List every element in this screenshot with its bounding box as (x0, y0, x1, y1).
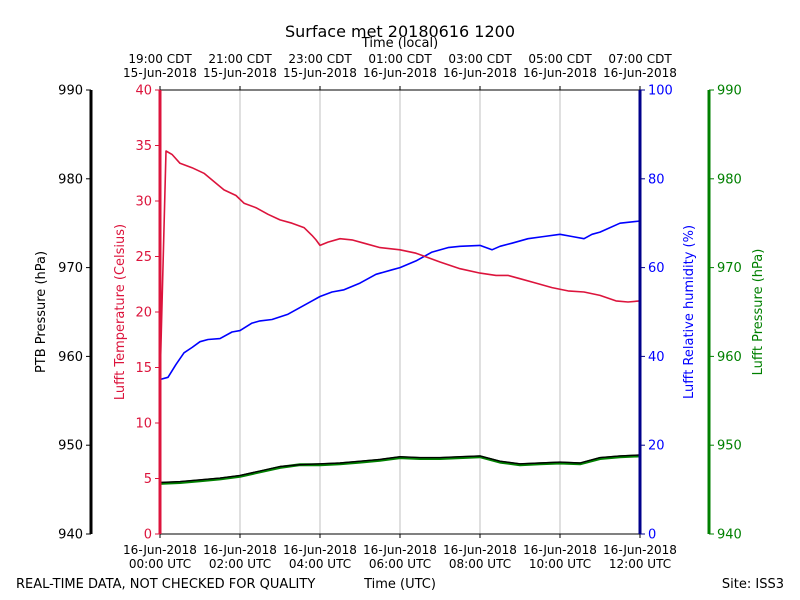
lufft-temperature-line (159, 150, 641, 382)
bottom-tick-label: 16-Jun-2018 (603, 543, 677, 557)
bottom-tick-label: 16-Jun-2018 (123, 543, 197, 557)
lufft-relative-humidity-line (159, 220, 641, 381)
top-tick-label: 03:00 CDT (448, 52, 512, 66)
bottom-tick-label: 06:00 UTC (369, 557, 431, 571)
humidity-axis-label: Lufft Relative humidity (%) (682, 225, 697, 399)
top-tick-label: 23:00 CDT (288, 52, 352, 66)
top-tick-label: 16-Jun-2018 (443, 66, 517, 80)
temperature-tick-label: 30 (135, 195, 152, 210)
bottom-tick-label: 16-Jun-2018 (203, 543, 277, 557)
lufft_pressure-tick-label: 960 (717, 350, 742, 365)
lufft_pressure-tick-label: 990 (717, 84, 742, 99)
lufft_pressure-tick-label: 940 (717, 528, 742, 543)
temperature-tick-label: 0 (144, 528, 152, 543)
humidity-axis: Lufft Relative humidity (%) 0 20 40 60 80 100 (640, 84, 697, 543)
bottom-tick-label: 02:00 UTC (209, 557, 271, 571)
humidity-tick-label: 80 (648, 172, 665, 187)
bottom-tick-label: 12:00 UTC (609, 557, 671, 571)
top-tick-label: 07:00 CDT (608, 52, 672, 66)
ptb_pressure-tick-label: 980 (58, 172, 83, 187)
top-tick-label: 19:00 CDT (128, 52, 192, 66)
temperature-tick-label: 15 (135, 361, 152, 376)
temperature-tick-label: 5 (144, 472, 152, 487)
ptb_pressure-tick-label: 990 (58, 84, 83, 99)
lufft-pressure-line (159, 454, 641, 485)
ptb_pressure-tick-label: 970 (58, 261, 83, 276)
top-tick-label: 16-Jun-2018 (603, 66, 677, 80)
top-tick-label: 21:00 CDT (208, 52, 272, 66)
top-tick-label: 16-Jun-2018 (523, 66, 597, 80)
bottom-tick-label: 10:00 UTC (529, 557, 591, 571)
top-tick-label: 15-Jun-2018 (203, 66, 277, 80)
chart-title: Surface met 20180616 1200 (285, 22, 515, 41)
top-axis-label: Time (local) (361, 36, 438, 51)
bottom-tick-label: 16-Jun-2018 (443, 543, 517, 557)
temperature-tick-label: 35 (135, 139, 152, 154)
temperature-tick-label: 40 (135, 84, 152, 99)
site-label: Site: ISS3 (722, 577, 784, 592)
vertical-gridlines (239, 90, 561, 534)
lufft_pressure-tick-label: 970 (717, 261, 742, 276)
ptb-pressure-axis-label: PTB Pressure (hPa) (34, 251, 49, 373)
bottom-tick-label: 00:00 UTC (129, 557, 191, 571)
top-tick-label: 05:00 CDT (528, 52, 592, 66)
lufft_pressure-tick-label: 950 (717, 439, 742, 454)
lufft_pressure-tick-label: 980 (717, 172, 742, 187)
humidity-tick-label: 100 (648, 84, 673, 99)
data-series (159, 150, 641, 485)
lufft-pressure-axis-label: Lufft Pressure (hPa) (751, 249, 766, 376)
ptb-pressure-line (159, 454, 641, 484)
bottom-tick-label: 16-Jun-2018 (283, 543, 357, 557)
lufft-pressure-axis: Lufft Pressure (hPa) 940 950 960 970 980 990 (707, 84, 766, 543)
humidity-tick-label: 0 (648, 528, 656, 543)
top-tick-label: 15-Jun-2018 (283, 66, 357, 80)
bottom-tick-label: 16-Jun-2018 (363, 543, 437, 557)
bottom-tick-label: 04:00 UTC (289, 557, 351, 571)
bottom-tick-label: 16-Jun-2018 (523, 543, 597, 557)
temperature-tick-label: 10 (135, 417, 152, 432)
bottom-tick-label: 08:00 UTC (449, 557, 511, 571)
ptb-pressure-axis: PTB Pressure (hPa) 940 950 960 970 980 990 (34, 84, 93, 543)
temperature-tick-label: 20 (135, 306, 152, 321)
quality-disclaimer: REAL-TIME DATA, NOT CHECKED FOR QUALITY (16, 577, 315, 592)
humidity-tick-label: 40 (648, 350, 665, 365)
temperature-axis-label: Lufft Temperature (Celsius) (113, 224, 128, 400)
top-tick-label: 01:00 CDT (368, 52, 432, 66)
top-tick-label: 15-Jun-2018 (123, 66, 197, 80)
ptb_pressure-tick-label: 950 (58, 439, 83, 454)
ptb_pressure-tick-label: 960 (58, 350, 83, 365)
humidity-tick-label: 60 (648, 261, 665, 276)
bottom-axis-label: Time (UTC) (363, 577, 436, 592)
ptb_pressure-tick-label: 940 (58, 528, 83, 543)
temperature-axis: Lufft Temperature (Celsius) 0 5 10 15 20 25 30… (113, 84, 160, 543)
humidity-tick-label: 20 (648, 439, 665, 454)
temperature-tick-label: 25 (135, 250, 152, 265)
top-tick-label: 16-Jun-2018 (363, 66, 437, 80)
